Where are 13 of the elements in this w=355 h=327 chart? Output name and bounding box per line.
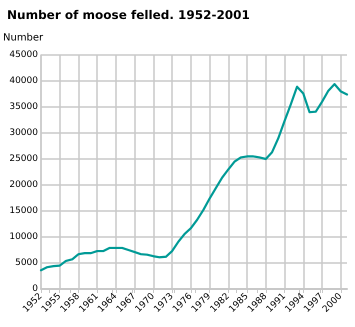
line-series — [40, 83, 348, 272]
y-tick-label: 30000 — [9, 128, 38, 138]
chart-title: Number of moose felled. 1952-2001 — [7, 8, 250, 22]
y-tick-label: 15000 — [9, 206, 38, 216]
y-tick-label: 5000 — [15, 258, 38, 268]
y-tick-label: 45000 — [9, 50, 38, 60]
y-tick-label: 10000 — [9, 232, 38, 242]
y-tick-label: 35000 — [9, 102, 38, 112]
y-tick-label: 40000 — [9, 76, 38, 86]
y-axis-title: Number — [3, 32, 44, 44]
y-tick-label: 20000 — [9, 180, 38, 190]
y-tick-label: 0 — [32, 284, 38, 294]
y-tick-label: 25000 — [9, 154, 38, 164]
